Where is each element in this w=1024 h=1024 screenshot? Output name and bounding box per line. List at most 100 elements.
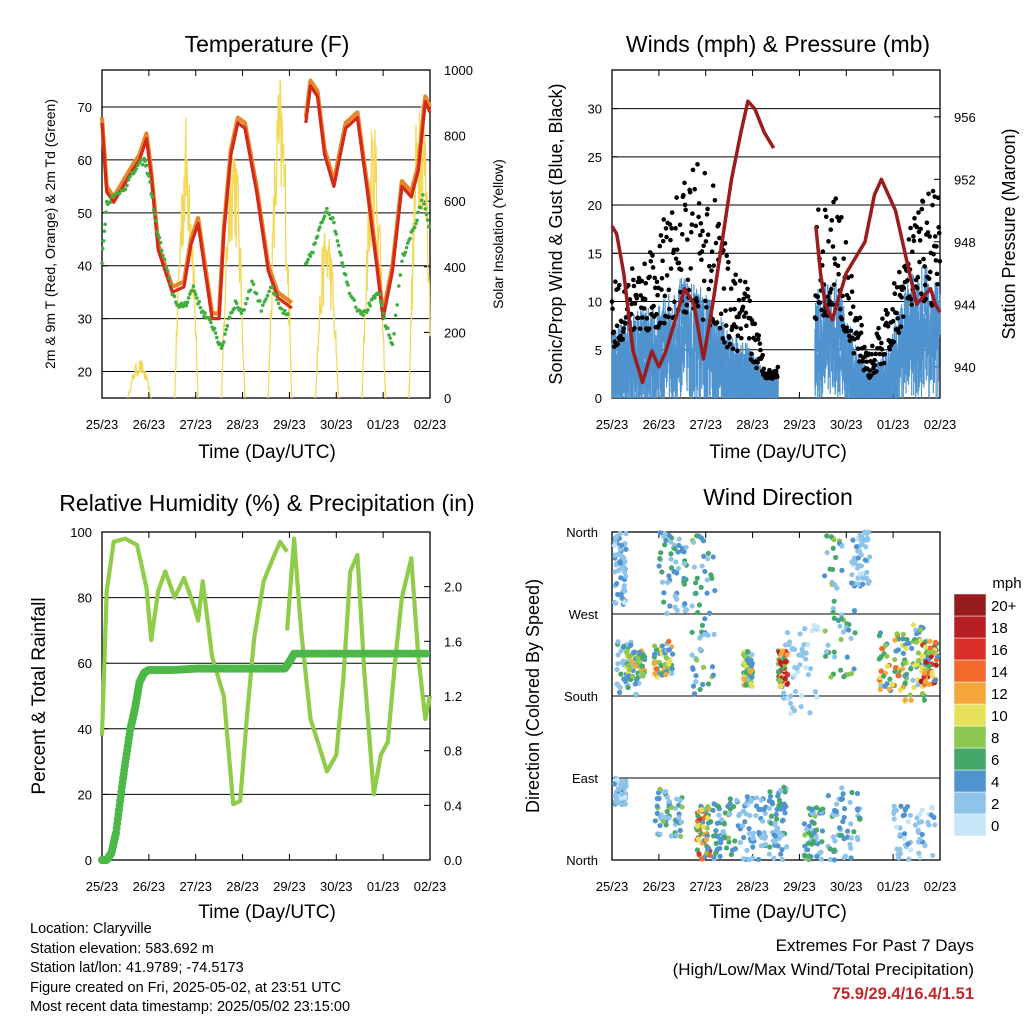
- direction-point: [703, 837, 710, 843]
- temperature-ytick-right-label: 0: [444, 391, 451, 406]
- direction-point: [631, 649, 637, 656]
- wind-gust-point: [934, 244, 939, 249]
- direction-ytick-label: South: [564, 689, 598, 704]
- direction-point: [668, 565, 675, 571]
- direction-point: [901, 831, 908, 837]
- direction-point: [750, 835, 756, 841]
- dewpoint-point: [414, 221, 418, 226]
- direction-point: [663, 537, 669, 544]
- direction-point: [900, 636, 906, 642]
- insolation-line: [314, 233, 340, 399]
- direction-point: [625, 663, 632, 669]
- direction-point: [881, 673, 887, 679]
- direction-point: [799, 693, 805, 699]
- direction-point: [746, 825, 752, 832]
- wind-gust-point: [644, 316, 650, 321]
- direction-point: [800, 649, 806, 655]
- dewpoint-point: [259, 309, 264, 313]
- direction-point: [892, 664, 899, 671]
- direction-point: [704, 577, 710, 583]
- wind-gust-point: [694, 299, 700, 304]
- direction-point: [611, 599, 618, 606]
- direction-point: [851, 555, 857, 561]
- direction-series: [611, 529, 941, 863]
- direction-point: [753, 795, 760, 801]
- direction-point: [676, 811, 682, 817]
- dewpoint-point: [144, 163, 149, 168]
- direction-point: [894, 846, 900, 852]
- direction-point: [615, 652, 621, 658]
- direction-point: [781, 801, 787, 807]
- dewpoint-point: [313, 241, 318, 245]
- direction-point: [694, 533, 700, 539]
- wind-gust-point: [650, 265, 656, 270]
- wind-gust-point: [674, 195, 679, 200]
- dewpoint-point: [276, 301, 281, 306]
- direction-point: [805, 641, 811, 648]
- direction-point: [803, 665, 809, 671]
- wind-gust-point: [739, 335, 744, 341]
- humidity-ytick-right-label: 0.0: [444, 853, 462, 868]
- direction-point: [713, 828, 719, 834]
- dewpoint-point: [335, 239, 340, 243]
- direction-point: [762, 835, 768, 842]
- direction-point: [859, 541, 865, 547]
- wind-gust-point: [735, 333, 741, 339]
- temperature-ytick-right-label: 600: [444, 194, 466, 209]
- dewpoint-point: [186, 296, 191, 300]
- dewpoint-point: [387, 333, 391, 337]
- direction-point: [824, 549, 830, 556]
- direction-point: [777, 797, 783, 804]
- dewpoint-point: [140, 162, 145, 167]
- direction-point: [668, 556, 674, 562]
- direction-point: [622, 782, 628, 788]
- direction-point: [676, 536, 682, 542]
- wind-gust-point: [935, 195, 941, 201]
- direction-point: [932, 677, 938, 684]
- direction-point: [771, 855, 777, 861]
- humidity-line: [99, 536, 289, 807]
- direction-point: [822, 653, 829, 659]
- direction-point: [891, 816, 897, 822]
- direction-point: [728, 851, 735, 858]
- wind-gust-point: [658, 233, 664, 238]
- direction-point: [828, 674, 834, 680]
- direction-point: [897, 832, 903, 838]
- direction-point: [710, 672, 717, 678]
- direction-xtick-label: 27/23: [689, 879, 722, 894]
- winds-xtick-label: 30/23: [830, 417, 863, 432]
- wind-gust-point: [693, 223, 699, 229]
- temperature-line: [99, 115, 294, 316]
- direction-point: [803, 826, 810, 833]
- wind-gust-point: [626, 282, 631, 288]
- direction-point: [919, 664, 925, 670]
- dewpoint-point: [352, 298, 357, 302]
- direction-point: [748, 796, 754, 802]
- wind-gust-point: [847, 338, 853, 343]
- direction-point: [926, 663, 932, 669]
- dewpoint-point: [423, 207, 428, 211]
- dewpoint-point: [157, 235, 162, 240]
- direction-point: [841, 814, 847, 821]
- wind-gust-point: [682, 202, 688, 208]
- direction-point: [672, 546, 678, 552]
- wind-gust-point: [909, 249, 915, 255]
- direction-point: [744, 794, 750, 800]
- direction-point: [727, 806, 733, 812]
- wind-gust-point: [846, 333, 852, 339]
- insolation-line: [220, 157, 246, 399]
- dewpoint-point: [398, 273, 403, 277]
- direction-point: [614, 580, 620, 587]
- direction-point: [831, 857, 838, 863]
- direction-point: [915, 682, 921, 688]
- direction-xtick-label: 01/23: [877, 879, 910, 894]
- dewpoint-point: [273, 293, 278, 297]
- direction-point: [616, 800, 622, 806]
- dewpoint-point: [154, 218, 158, 223]
- wind-gust-point: [684, 302, 690, 308]
- wind-gust-point: [742, 279, 748, 285]
- direction-point: [917, 854, 923, 860]
- direction-point: [747, 669, 753, 675]
- wind-gust-point: [757, 341, 763, 346]
- wind-gust-point: [668, 237, 673, 243]
